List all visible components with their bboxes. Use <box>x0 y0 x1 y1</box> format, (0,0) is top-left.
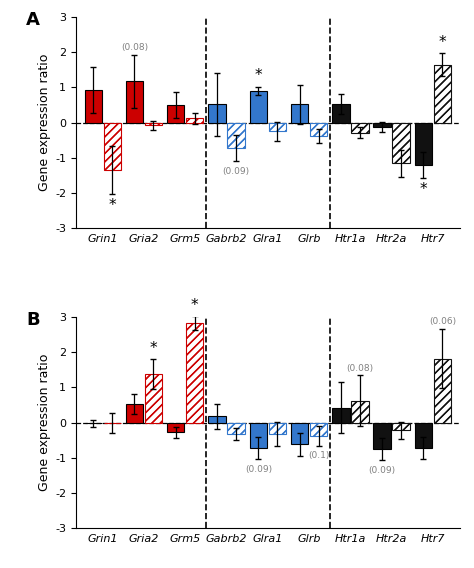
Text: (0.08): (0.08) <box>121 43 148 52</box>
Bar <box>228 123 245 148</box>
Text: (0.08): (0.08) <box>346 364 374 373</box>
Bar <box>103 123 121 170</box>
Bar <box>392 423 410 431</box>
Bar <box>126 81 143 123</box>
Bar <box>291 423 308 444</box>
Bar <box>269 123 286 131</box>
Text: (0.09): (0.09) <box>222 166 250 176</box>
Bar <box>228 423 245 434</box>
Text: (0.1): (0.1) <box>308 451 329 460</box>
Text: *: * <box>419 182 427 197</box>
Bar <box>415 423 432 448</box>
Bar <box>84 90 102 123</box>
Text: *: * <box>191 298 199 313</box>
Text: *: * <box>255 68 262 83</box>
Bar <box>291 105 308 123</box>
Bar <box>332 105 349 123</box>
Bar <box>250 91 267 123</box>
Bar <box>374 123 391 127</box>
Bar <box>103 123 121 170</box>
Bar <box>269 123 286 131</box>
Bar <box>167 105 184 123</box>
Bar <box>145 123 162 126</box>
Bar <box>269 423 286 434</box>
Bar <box>145 374 162 423</box>
Bar <box>415 123 432 165</box>
Text: (0.06): (0.06) <box>429 317 456 326</box>
Bar <box>145 123 162 126</box>
Bar <box>310 423 327 436</box>
Text: *: * <box>109 198 116 212</box>
Bar <box>392 123 410 163</box>
Bar <box>434 358 451 423</box>
Bar <box>310 123 327 136</box>
Text: *: * <box>150 341 157 356</box>
Bar <box>374 423 391 449</box>
Y-axis label: Gene expression ratio: Gene expression ratio <box>38 54 51 191</box>
Bar <box>269 423 286 434</box>
Text: B: B <box>26 311 39 329</box>
Bar <box>310 123 327 136</box>
Bar <box>209 416 226 423</box>
Bar <box>434 65 451 123</box>
Bar <box>167 423 184 432</box>
Bar <box>186 119 203 123</box>
Bar <box>209 105 226 123</box>
Bar <box>351 123 369 132</box>
Bar <box>351 401 369 423</box>
Bar <box>186 119 203 123</box>
Bar <box>434 65 451 123</box>
Bar <box>186 323 203 423</box>
Bar <box>126 404 143 423</box>
Bar <box>228 423 245 434</box>
Bar <box>392 123 410 163</box>
Bar <box>332 408 349 423</box>
Bar <box>392 423 410 431</box>
Text: (0.09): (0.09) <box>369 466 396 475</box>
Bar <box>351 123 369 132</box>
Bar <box>434 358 451 423</box>
Text: (0.09): (0.09) <box>245 465 272 474</box>
Bar <box>250 423 267 448</box>
Text: A: A <box>26 11 40 29</box>
Y-axis label: Gene expression ratio: Gene expression ratio <box>38 354 51 491</box>
Text: *: * <box>438 35 446 50</box>
Bar <box>310 423 327 436</box>
Bar <box>186 323 203 423</box>
Bar <box>145 374 162 423</box>
Bar <box>228 123 245 148</box>
Bar <box>351 401 369 423</box>
